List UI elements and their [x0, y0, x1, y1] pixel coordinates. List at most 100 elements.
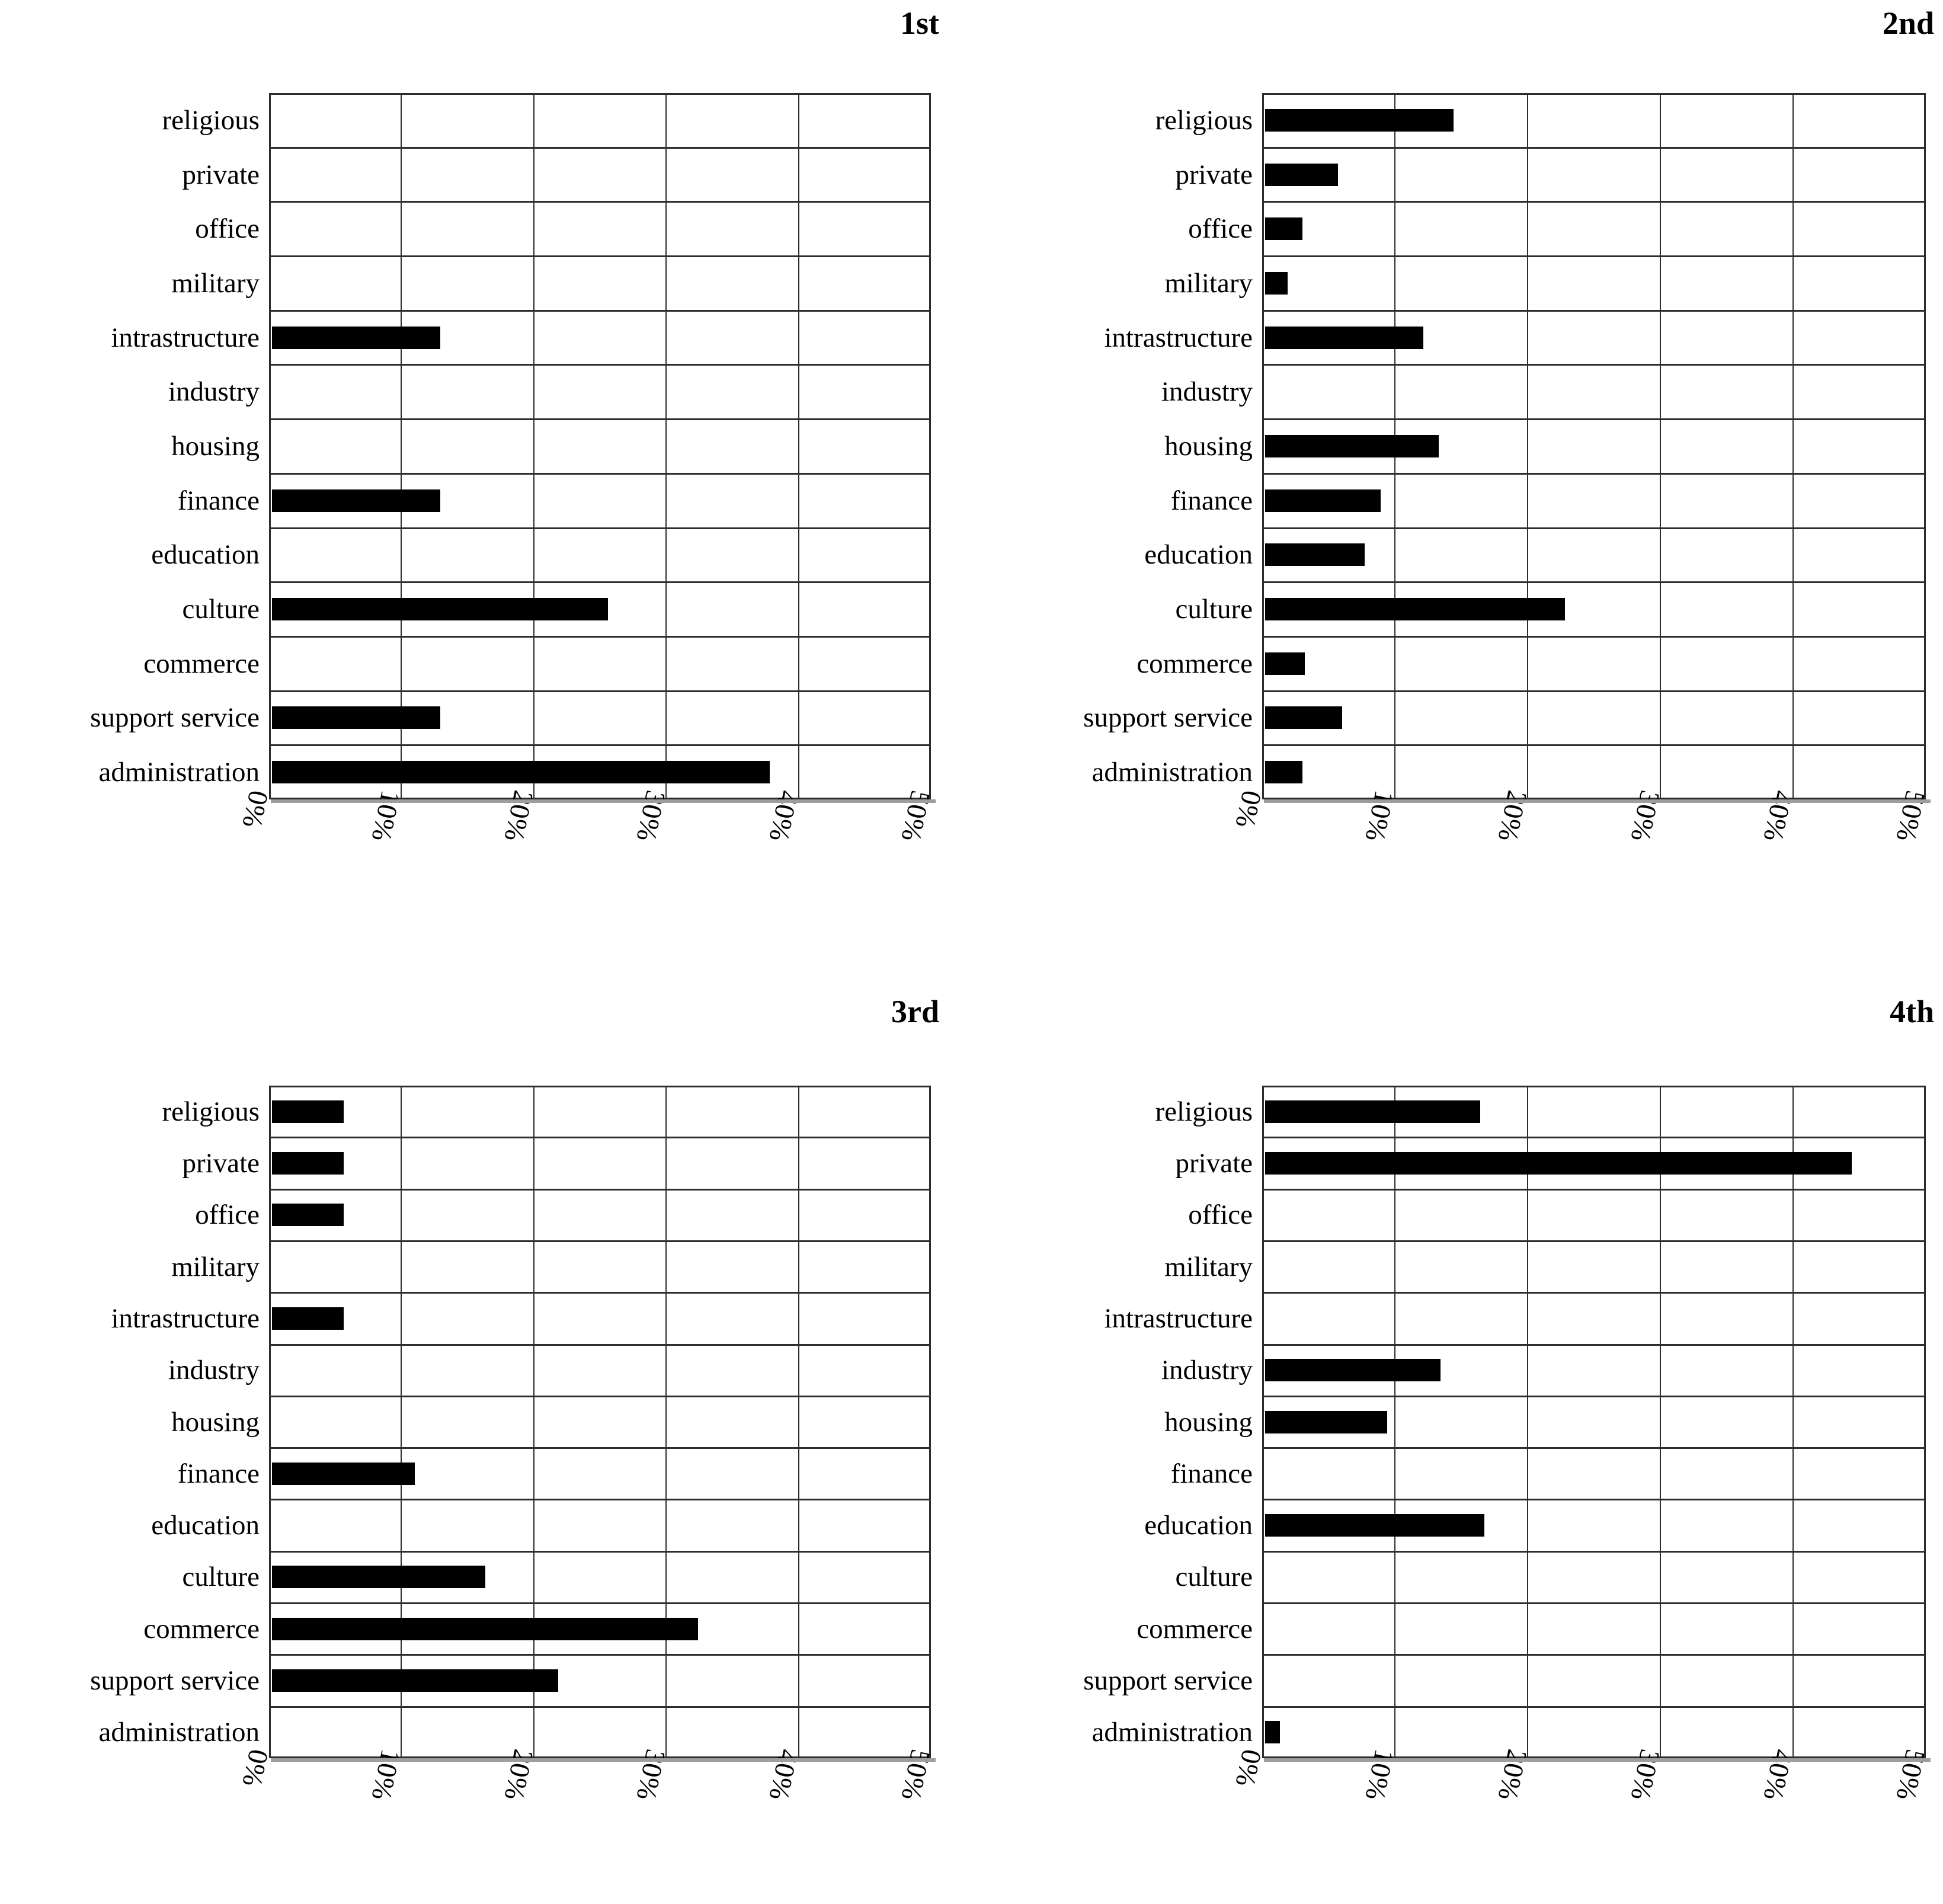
x-tick-label: 0% [236, 1746, 274, 1790]
gridline-h [271, 1395, 929, 1397]
axis-line-shadow [1264, 799, 1931, 803]
category-label-military: military [171, 1251, 260, 1282]
chart-title-4th: 4th [1889, 994, 1934, 1029]
gridline-v [533, 1087, 534, 1756]
gridline-h [271, 1499, 929, 1501]
gridline-h [271, 690, 929, 692]
category-label-support-service: support service [90, 1665, 260, 1697]
gridline-h [271, 309, 929, 312]
gridline-v [798, 95, 799, 798]
category-label-housing: housing [1164, 1406, 1253, 1438]
category-label-religious: religious [1155, 1096, 1253, 1127]
category-label-administration: administration [1091, 1717, 1253, 1748]
bar-office [1265, 217, 1302, 241]
bar-commerce [272, 1617, 698, 1640]
gridline-h [1264, 1447, 1924, 1449]
gridline-h [271, 1550, 929, 1553]
gridline-h [1264, 418, 1924, 421]
category-label-support-service: support service [90, 702, 260, 734]
bar-housing [1265, 1410, 1387, 1433]
bar-religious [1265, 1100, 1480, 1123]
gridline-h [271, 146, 929, 149]
bar-private [1265, 1151, 1852, 1175]
gridline-h [1264, 146, 1924, 149]
plot-area-3rd [269, 1086, 931, 1758]
bar-administration [1265, 761, 1302, 784]
gridline-v [1527, 1087, 1528, 1756]
category-label-education: education [151, 1510, 260, 1541]
category-label-military: military [1164, 267, 1253, 299]
category-label-office: office [195, 1199, 260, 1231]
category-label-industry: industry [168, 376, 260, 408]
category-label-education: education [1144, 539, 1253, 571]
axis-line-shadow [271, 1758, 936, 1762]
bar-education [1265, 1514, 1484, 1537]
category-label-finance: finance [1170, 485, 1253, 516]
gridline-h [1264, 1188, 1924, 1191]
category-label-culture: culture [1175, 594, 1253, 625]
gridline-v [401, 95, 402, 798]
category-label-military: military [1164, 1251, 1253, 1282]
category-label-religious: religious [1155, 104, 1253, 136]
bar-support-service [1265, 706, 1342, 729]
gridline-v [1394, 1087, 1395, 1756]
gridline-h [271, 1602, 929, 1605]
category-label-office: office [1188, 213, 1253, 245]
gridline-h [1264, 1602, 1924, 1605]
gridline-v [401, 1087, 402, 1756]
x-tick-label: 0% [236, 788, 274, 831]
plot-area-4th [1262, 1086, 1926, 1758]
gridline-h [1264, 309, 1924, 312]
bar-religious [272, 1100, 344, 1123]
gridline-h [1264, 744, 1924, 747]
axis-line-shadow [271, 799, 936, 803]
bar-education [1265, 543, 1365, 567]
gridline-h [1264, 1240, 1924, 1242]
x-tick-label: 0% [1229, 788, 1267, 831]
bar-military [1265, 271, 1288, 295]
chart-title-1st: 1st [900, 5, 939, 41]
bar-industry [1265, 1359, 1441, 1382]
gridline-h [271, 581, 929, 584]
category-label-education: education [151, 539, 260, 571]
chart-title-2nd: 2nd [1882, 5, 1934, 41]
category-label-support-service: support service [1083, 702, 1253, 734]
gridline-h [271, 255, 929, 258]
category-label-industry: industry [1161, 1355, 1253, 1386]
category-label-intrastructure: intrastructure [111, 1303, 260, 1334]
bar-private [272, 1151, 344, 1175]
category-label-housing: housing [171, 431, 260, 462]
gridline-v [533, 95, 534, 798]
gridline-v [1792, 95, 1794, 798]
category-label-commerce: commerce [143, 1613, 260, 1644]
gridline-h [1264, 1654, 1924, 1656]
gridline-h [1264, 255, 1924, 258]
category-label-administration: administration [98, 1717, 260, 1748]
gridline-h [271, 1188, 929, 1191]
bar-intrastructure [1265, 326, 1423, 349]
bar-intrastructure [272, 1307, 344, 1330]
bar-culture [272, 1566, 485, 1589]
bar-support-service [272, 706, 440, 729]
bar-office [272, 1204, 344, 1227]
gridline-v [798, 1087, 799, 1756]
gridline-h [271, 1447, 929, 1449]
gridline-h [271, 418, 929, 421]
gridline-v [1660, 1087, 1661, 1756]
category-label-religious: religious [162, 1096, 260, 1127]
chart-title-3rd: 3rd [891, 994, 939, 1029]
category-label-private: private [1175, 159, 1253, 190]
gridline-h [1264, 1292, 1924, 1294]
bar-administration [1265, 1721, 1280, 1744]
bar-private [1265, 163, 1338, 186]
category-label-industry: industry [168, 1355, 260, 1386]
axis-line-shadow [1264, 1758, 1931, 1762]
gridline-h [271, 1137, 929, 1139]
gridline-h [271, 744, 929, 747]
gridline-v [1660, 95, 1661, 798]
gridline-h [271, 1240, 929, 1242]
category-label-culture: culture [1175, 1561, 1253, 1593]
category-label-office: office [195, 213, 260, 245]
category-label-intrastructure: intrastructure [1104, 322, 1253, 353]
category-label-office: office [1188, 1199, 1253, 1231]
